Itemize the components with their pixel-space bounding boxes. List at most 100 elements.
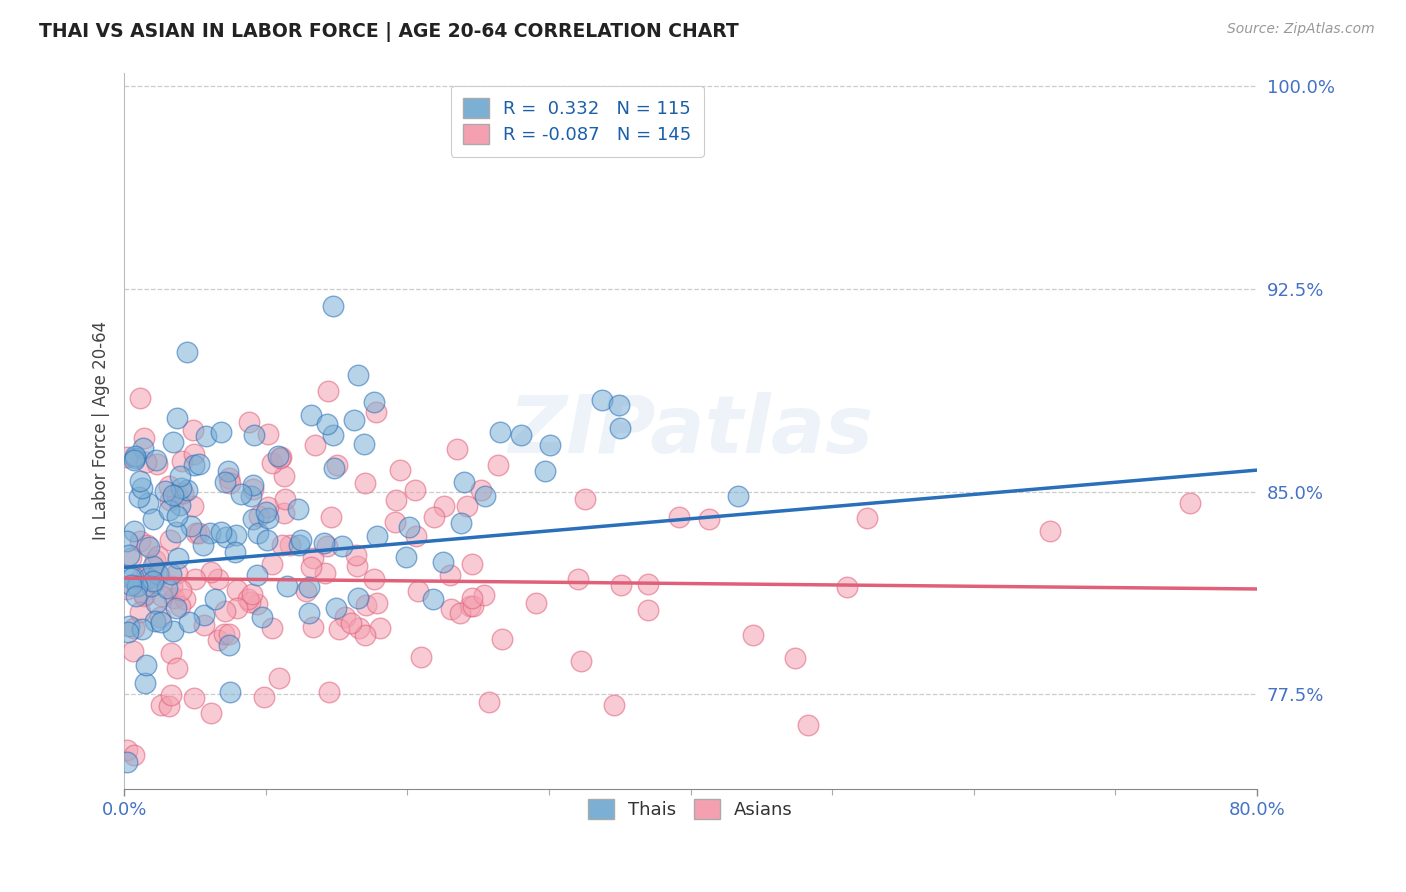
Point (170, 482, 193, 496)
Point (524, 596, 547, 610)
Point (474, 588, 496, 602)
Point (347, 621, 370, 635)
Point (727, 489, 749, 503)
Point (354, 476, 377, 491)
Point (322, 461, 344, 475)
Point (302, 620, 325, 634)
Point (120, 571, 142, 585)
Point (384, 515, 406, 529)
Point (276, 579, 298, 593)
Point (697, 512, 720, 526)
Point (162, 624, 184, 638)
Point (856, 510, 879, 524)
Point (302, 550, 325, 565)
Point (174, 592, 197, 607)
Point (486, 458, 509, 472)
Point (837, 580, 859, 594)
Point (299, 408, 322, 422)
Legend: Thais, Asians: Thais, Asians (578, 789, 804, 830)
Point (225, 583, 247, 598)
Point (153, 484, 176, 499)
Point (218, 627, 240, 641)
Point (176, 483, 198, 497)
Point (165, 600, 187, 615)
Point (312, 536, 335, 550)
Y-axis label: In Labor Force | Age 20-64: In Labor Force | Age 20-64 (93, 321, 110, 541)
Point (122, 524, 145, 539)
Point (453, 475, 475, 489)
Text: THAI VS ASIAN IN LABOR FORCE | AGE 20-64 CORRELATION CHART: THAI VS ASIAN IN LABOR FORCE | AGE 20-64… (39, 22, 740, 42)
Point (129, 533, 152, 548)
Point (118, 548, 141, 562)
Point (404, 483, 426, 497)
Point (1039, 524, 1062, 538)
Point (217, 464, 239, 478)
Point (139, 579, 162, 593)
Point (131, 622, 153, 636)
Point (131, 441, 153, 455)
Point (209, 524, 232, 539)
Point (411, 650, 433, 665)
Point (169, 498, 191, 512)
Point (344, 548, 367, 562)
Point (115, 743, 138, 757)
Point (304, 438, 326, 452)
Point (322, 428, 344, 442)
Point (398, 520, 420, 534)
Point (247, 508, 270, 523)
Point (238, 592, 260, 607)
Point (138, 540, 160, 554)
Point (432, 555, 454, 569)
Point (215, 531, 238, 545)
Point (132, 431, 155, 445)
Point (135, 657, 157, 672)
Point (122, 621, 145, 635)
Point (422, 591, 444, 606)
Point (246, 597, 269, 611)
Point (253, 690, 276, 704)
Point (478, 695, 501, 709)
Point (439, 568, 461, 582)
Point (343, 413, 366, 427)
Point (142, 559, 165, 574)
Point (363, 573, 385, 587)
Point (200, 526, 222, 541)
Point (120, 551, 142, 566)
Point (136, 496, 159, 510)
Point (150, 589, 173, 603)
Point (287, 538, 309, 552)
Point (456, 500, 478, 514)
Point (260, 456, 283, 470)
Point (299, 559, 322, 574)
Point (120, 578, 142, 592)
Point (129, 475, 152, 489)
Point (607, 399, 630, 413)
Point (440, 602, 463, 616)
Point (209, 425, 232, 440)
Point (335, 609, 357, 624)
Point (569, 654, 592, 668)
Point (257, 427, 280, 442)
Point (474, 489, 496, 503)
Point (184, 525, 207, 540)
Point (148, 567, 170, 582)
Point (200, 706, 222, 721)
Point (180, 518, 202, 533)
Point (463, 599, 485, 613)
Point (340, 615, 363, 630)
Point (159, 533, 181, 547)
Point (218, 638, 240, 652)
Point (188, 457, 211, 471)
Point (121, 644, 143, 658)
Point (214, 604, 236, 618)
Point (160, 579, 183, 593)
Point (637, 603, 659, 617)
Point (129, 605, 152, 619)
Point (325, 601, 347, 615)
Point (195, 429, 218, 443)
Point (347, 368, 370, 383)
Point (240, 587, 263, 601)
Point (290, 533, 312, 548)
Point (298, 607, 321, 621)
Point (129, 571, 152, 585)
